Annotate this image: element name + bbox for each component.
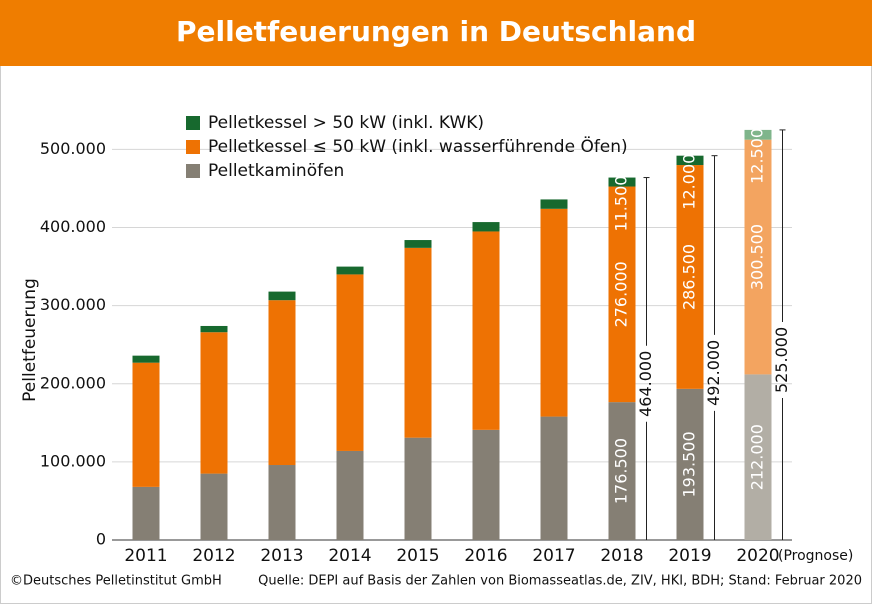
bar-segment [404,437,432,540]
bar-segment [472,231,500,430]
value-label: 176.500 [612,438,631,504]
bar-segment [200,473,228,540]
value-label: 300.500 [748,224,767,290]
legend-label: Pelletkaminöfen [208,161,344,181]
y-axis-label: Pelletfeuerung [20,278,40,402]
bar-segment [132,486,160,540]
total-label: 492.000 [704,340,723,406]
y-tick-label: 400.000 [40,217,106,236]
bar-segment [132,355,160,363]
bar-segment [404,247,432,438]
x-tick-label: 2019 [668,546,711,566]
value-label: 193.500 [680,431,699,497]
y-tick-label: 0 [96,530,106,549]
total-label: 525.000 [772,327,791,393]
value-label: 276.000 [612,261,631,327]
value-label: 286.500 [680,244,699,310]
legend-label: Pelletkessel > 50 kW (inkl. KWK) [208,113,484,133]
x-tick-label: 2018 [600,546,643,566]
x-tick-label: 2012 [192,546,235,566]
legend-swatch [186,164,200,178]
legend-swatch [186,116,200,130]
bar-segment [268,300,296,466]
value-label: 212.000 [748,424,767,490]
y-tick-label: 200.000 [40,373,106,392]
y-tick-label: 500.000 [40,139,106,158]
forecast-label: (Prognose) [778,548,853,564]
y-tick-label: 300.000 [40,295,106,314]
total-label: 464.000 [636,351,655,417]
value-label: 12.500 [748,128,767,184]
chart-title: Pelletfeuerungen in Deutschland [176,15,696,48]
bar-segment [336,274,364,451]
x-tick-label: 2016 [464,546,507,566]
x-tick-label: 2011 [124,546,167,566]
x-tick-label: 2013 [260,546,303,566]
bar-segment [608,177,636,187]
bar-segment [200,332,228,474]
footer-right: Quelle: DEPI auf Basis der Zahlen von Bi… [258,574,862,589]
x-tick-label: 2015 [396,546,439,566]
bar-segment [676,388,704,540]
legend-swatch [186,140,200,154]
legend-label: Pelletkessel ≤ 50 kW (inkl. wasserführen… [208,135,628,157]
bar-segment [676,165,704,389]
x-tick-label: 2020 [736,546,779,566]
bar-segment [268,291,296,301]
value-label: 11.500 [612,176,631,232]
bar-segment [744,374,772,540]
bar-segment [404,240,432,248]
bar-segment [744,129,772,140]
bar-segment [268,465,296,540]
bar-segment [676,155,704,166]
bar-segment [540,416,568,540]
bar-segment [744,139,772,375]
bar-segment [336,450,364,540]
x-tick-label: 2017 [532,546,575,566]
value-label: 12.000 [680,154,699,210]
bar-segment [472,429,500,540]
bar-segment [132,362,160,487]
y-tick-label: 100.000 [40,451,106,470]
header [0,0,872,66]
bar-segment [608,402,636,540]
x-tick-label: 2014 [328,546,371,566]
bar-segment [540,199,568,209]
bar-segment [540,208,568,417]
bar-segment [336,266,364,275]
footer-left: ©Deutsches Pelletinstitut GmbH [10,574,222,589]
bar-segment [472,222,500,232]
bar-segment [200,325,228,333]
bar-segment [608,186,636,403]
